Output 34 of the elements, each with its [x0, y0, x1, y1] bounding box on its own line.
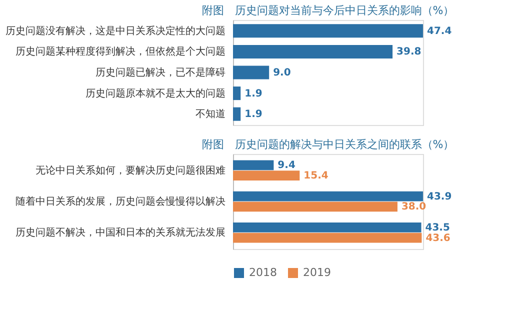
- bar: [233, 24, 423, 38]
- data-label: 39.8: [396, 46, 422, 58]
- y-tick-label: 随着中日关系的发展，历史问题会慢慢得以解决: [16, 196, 226, 208]
- chart-title: 附图 历史问题对当前与今后中日关系的影响（%）: [202, 4, 454, 17]
- bar: [233, 66, 270, 80]
- y-tick-label: 历史问题不解决，中国和日本的关系就无法发展: [16, 226, 226, 239]
- data-label: 1.9: [244, 88, 262, 100]
- y-tick-label: 历史问题已解决，已不是障碍: [96, 66, 226, 78]
- bar: [233, 170, 300, 180]
- bar: [233, 44, 393, 58]
- data-label: 43.5: [425, 222, 450, 234]
- legend-label: 2018: [249, 266, 277, 279]
- bar: [233, 202, 398, 212]
- data-label: 9.0: [273, 68, 291, 78]
- y-tick-label: 不知道: [196, 108, 226, 120]
- data-label: 15.4: [304, 170, 328, 182]
- bar: [233, 191, 423, 202]
- bar: [233, 107, 241, 121]
- y-tick-label: 无论中日关系如何，要解决历史问题很困难: [36, 164, 226, 176]
- chart-title: 附图 历史问题的解决与中日关系之间的联系（%）: [202, 138, 454, 151]
- bar: [233, 222, 422, 232]
- y-tick-label: 历史问题原本就不是太大的问题: [86, 87, 226, 100]
- data-label: 38.0: [401, 202, 426, 213]
- data-label: 1.9: [244, 109, 262, 120]
- data-label: 43.6: [426, 232, 450, 244]
- data-label: 43.9: [427, 191, 452, 202]
- bar: [233, 160, 274, 170]
- data-label: 9.4: [278, 160, 296, 172]
- y-tick-label: 历史问题某种程度得到解决，但依然是个大问题: [16, 46, 226, 58]
- legend-label: 2019: [303, 266, 331, 279]
- bar: [233, 86, 241, 100]
- bar: [233, 232, 422, 243]
- data-label: 47.4: [427, 26, 452, 37]
- y-tick-label: 历史问题没有解决，这是中日关系决定性的大问题: [6, 24, 226, 37]
